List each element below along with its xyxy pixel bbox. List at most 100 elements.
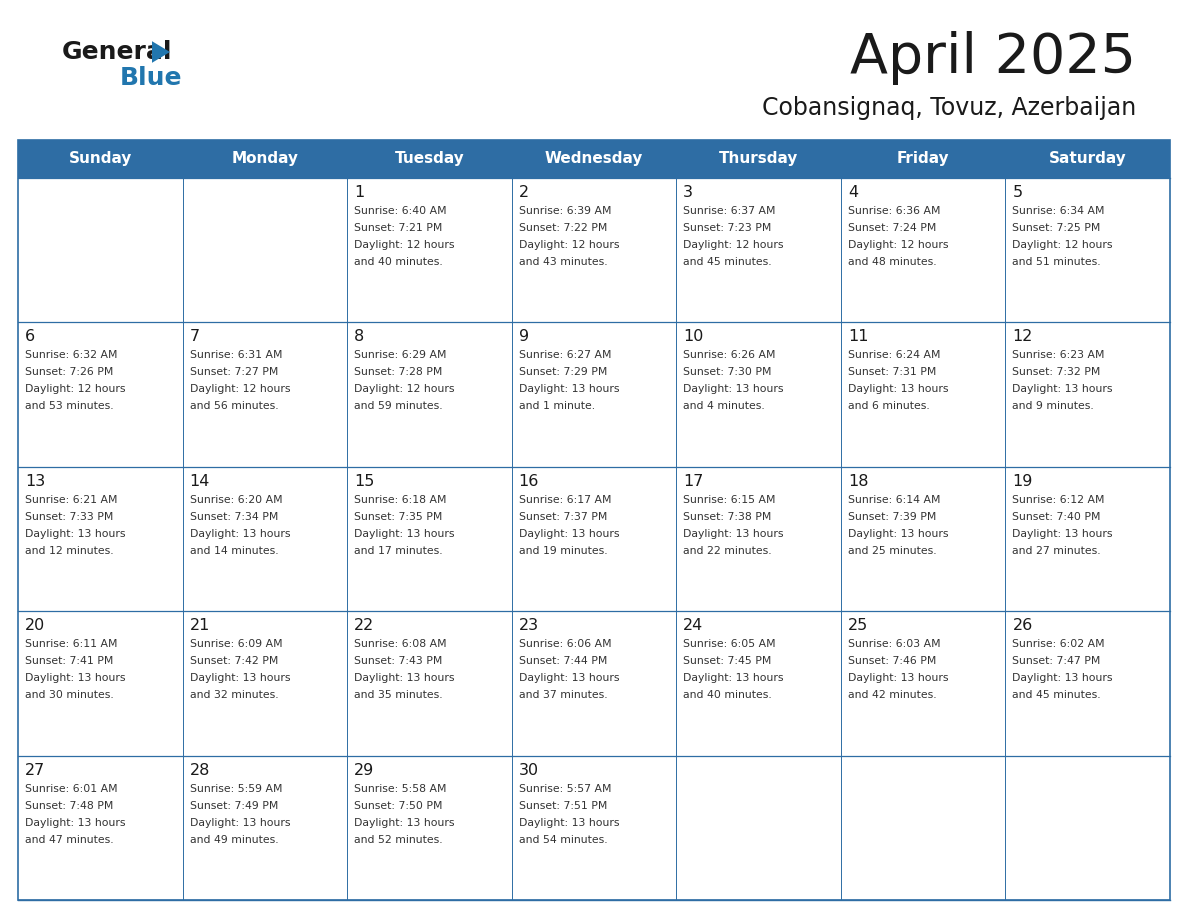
- Text: and 30 minutes.: and 30 minutes.: [25, 690, 114, 700]
- Text: Tuesday: Tuesday: [394, 151, 465, 166]
- Text: Sunrise: 6:03 AM: Sunrise: 6:03 AM: [848, 639, 941, 649]
- Bar: [347, 756, 512, 900]
- Text: Thursday: Thursday: [719, 151, 798, 166]
- Text: Daylight: 13 hours: Daylight: 13 hours: [25, 673, 126, 683]
- Bar: [18, 756, 183, 900]
- Bar: [676, 178, 841, 322]
- Text: Sunset: 7:44 PM: Sunset: 7:44 PM: [519, 656, 607, 666]
- Text: Sunrise: 6:29 AM: Sunrise: 6:29 AM: [354, 351, 447, 361]
- Text: Sunset: 7:39 PM: Sunset: 7:39 PM: [848, 512, 936, 521]
- Text: Sunset: 7:25 PM: Sunset: 7:25 PM: [1012, 223, 1101, 233]
- Text: Daylight: 13 hours: Daylight: 13 hours: [848, 385, 948, 395]
- Bar: [676, 611, 841, 756]
- Text: Sunset: 7:37 PM: Sunset: 7:37 PM: [519, 512, 607, 521]
- Text: 12: 12: [1012, 330, 1032, 344]
- Text: Daylight: 13 hours: Daylight: 13 hours: [848, 673, 948, 683]
- Bar: [841, 466, 1005, 611]
- Text: Sunset: 7:32 PM: Sunset: 7:32 PM: [1012, 367, 1101, 377]
- Text: Sunset: 7:40 PM: Sunset: 7:40 PM: [1012, 512, 1101, 521]
- Text: 11: 11: [848, 330, 868, 344]
- Text: and 25 minutes.: and 25 minutes.: [848, 546, 936, 555]
- Text: and 37 minutes.: and 37 minutes.: [519, 690, 607, 700]
- Text: Daylight: 13 hours: Daylight: 13 hours: [1012, 385, 1113, 395]
- Text: Wednesday: Wednesday: [545, 151, 643, 166]
- Text: Sunrise: 6:20 AM: Sunrise: 6:20 AM: [190, 495, 283, 505]
- Text: Daylight: 13 hours: Daylight: 13 hours: [190, 673, 290, 683]
- Text: 13: 13: [25, 474, 45, 488]
- Bar: [183, 466, 347, 611]
- Text: Sunrise: 5:59 AM: Sunrise: 5:59 AM: [190, 784, 282, 793]
- Text: Daylight: 12 hours: Daylight: 12 hours: [25, 385, 126, 395]
- Polygon shape: [152, 41, 170, 62]
- Text: 30: 30: [519, 763, 539, 778]
- Text: 23: 23: [519, 618, 539, 633]
- Text: Sunset: 7:43 PM: Sunset: 7:43 PM: [354, 656, 442, 666]
- Text: Sunset: 7:50 PM: Sunset: 7:50 PM: [354, 800, 443, 811]
- Text: Sunset: 7:24 PM: Sunset: 7:24 PM: [848, 223, 936, 233]
- Text: and 48 minutes.: and 48 minutes.: [848, 257, 936, 267]
- Text: Sunrise: 5:57 AM: Sunrise: 5:57 AM: [519, 784, 611, 793]
- Text: Sunrise: 6:09 AM: Sunrise: 6:09 AM: [190, 639, 283, 649]
- Text: and 42 minutes.: and 42 minutes.: [848, 690, 936, 700]
- Text: and 1 minute.: and 1 minute.: [519, 401, 595, 411]
- Text: Sunrise: 6:21 AM: Sunrise: 6:21 AM: [25, 495, 118, 505]
- Text: 26: 26: [1012, 618, 1032, 633]
- Text: Sunset: 7:29 PM: Sunset: 7:29 PM: [519, 367, 607, 377]
- Text: Daylight: 13 hours: Daylight: 13 hours: [519, 385, 619, 395]
- Text: and 22 minutes.: and 22 minutes.: [683, 546, 772, 555]
- Text: and 4 minutes.: and 4 minutes.: [683, 401, 765, 411]
- Text: Sunset: 7:38 PM: Sunset: 7:38 PM: [683, 512, 772, 521]
- Text: Daylight: 12 hours: Daylight: 12 hours: [848, 240, 948, 250]
- Text: Saturday: Saturday: [1049, 151, 1126, 166]
- Text: Sunrise: 6:36 AM: Sunrise: 6:36 AM: [848, 206, 941, 216]
- Text: Sunset: 7:30 PM: Sunset: 7:30 PM: [683, 367, 772, 377]
- Text: Daylight: 13 hours: Daylight: 13 hours: [683, 673, 784, 683]
- Text: and 52 minutes.: and 52 minutes.: [354, 834, 443, 845]
- Text: Sunrise: 6:26 AM: Sunrise: 6:26 AM: [683, 351, 776, 361]
- Bar: [183, 322, 347, 466]
- Text: Sunset: 7:35 PM: Sunset: 7:35 PM: [354, 512, 442, 521]
- Text: Cobansignaq, Tovuz, Azerbaijan: Cobansignaq, Tovuz, Azerbaijan: [762, 96, 1136, 120]
- Text: Sunset: 7:33 PM: Sunset: 7:33 PM: [25, 512, 113, 521]
- Text: Daylight: 13 hours: Daylight: 13 hours: [354, 529, 455, 539]
- Text: Sunrise: 6:02 AM: Sunrise: 6:02 AM: [1012, 639, 1105, 649]
- Text: 8: 8: [354, 330, 365, 344]
- Bar: [183, 611, 347, 756]
- Text: Monday: Monday: [232, 151, 298, 166]
- Bar: [18, 466, 183, 611]
- Text: 3: 3: [683, 185, 694, 200]
- Text: 14: 14: [190, 474, 210, 488]
- Text: and 45 minutes.: and 45 minutes.: [683, 257, 772, 267]
- Text: 17: 17: [683, 474, 703, 488]
- Text: 15: 15: [354, 474, 374, 488]
- Text: Sunday: Sunday: [69, 151, 132, 166]
- Text: Daylight: 13 hours: Daylight: 13 hours: [190, 818, 290, 828]
- Text: Daylight: 13 hours: Daylight: 13 hours: [519, 529, 619, 539]
- Text: and 51 minutes.: and 51 minutes.: [1012, 257, 1101, 267]
- Text: and 45 minutes.: and 45 minutes.: [1012, 690, 1101, 700]
- Bar: [841, 756, 1005, 900]
- Text: Daylight: 13 hours: Daylight: 13 hours: [190, 529, 290, 539]
- Bar: [512, 756, 676, 900]
- Text: 2: 2: [519, 185, 529, 200]
- Bar: [1005, 178, 1170, 322]
- Bar: [18, 178, 183, 322]
- Bar: [18, 611, 183, 756]
- Bar: [1005, 756, 1170, 900]
- Bar: [347, 611, 512, 756]
- Text: Daylight: 13 hours: Daylight: 13 hours: [683, 529, 784, 539]
- Bar: [347, 322, 512, 466]
- Bar: [676, 322, 841, 466]
- Text: Sunset: 7:41 PM: Sunset: 7:41 PM: [25, 656, 113, 666]
- Text: and 53 minutes.: and 53 minutes.: [25, 401, 114, 411]
- Text: 10: 10: [683, 330, 703, 344]
- Text: Sunrise: 6:40 AM: Sunrise: 6:40 AM: [354, 206, 447, 216]
- Text: and 14 minutes.: and 14 minutes.: [190, 546, 278, 555]
- Text: and 12 minutes.: and 12 minutes.: [25, 546, 114, 555]
- Text: April 2025: April 2025: [849, 31, 1136, 85]
- Text: Sunrise: 6:23 AM: Sunrise: 6:23 AM: [1012, 351, 1105, 361]
- Bar: [841, 178, 1005, 322]
- Text: Daylight: 13 hours: Daylight: 13 hours: [25, 529, 126, 539]
- Text: Daylight: 12 hours: Daylight: 12 hours: [683, 240, 784, 250]
- Text: 6: 6: [25, 330, 36, 344]
